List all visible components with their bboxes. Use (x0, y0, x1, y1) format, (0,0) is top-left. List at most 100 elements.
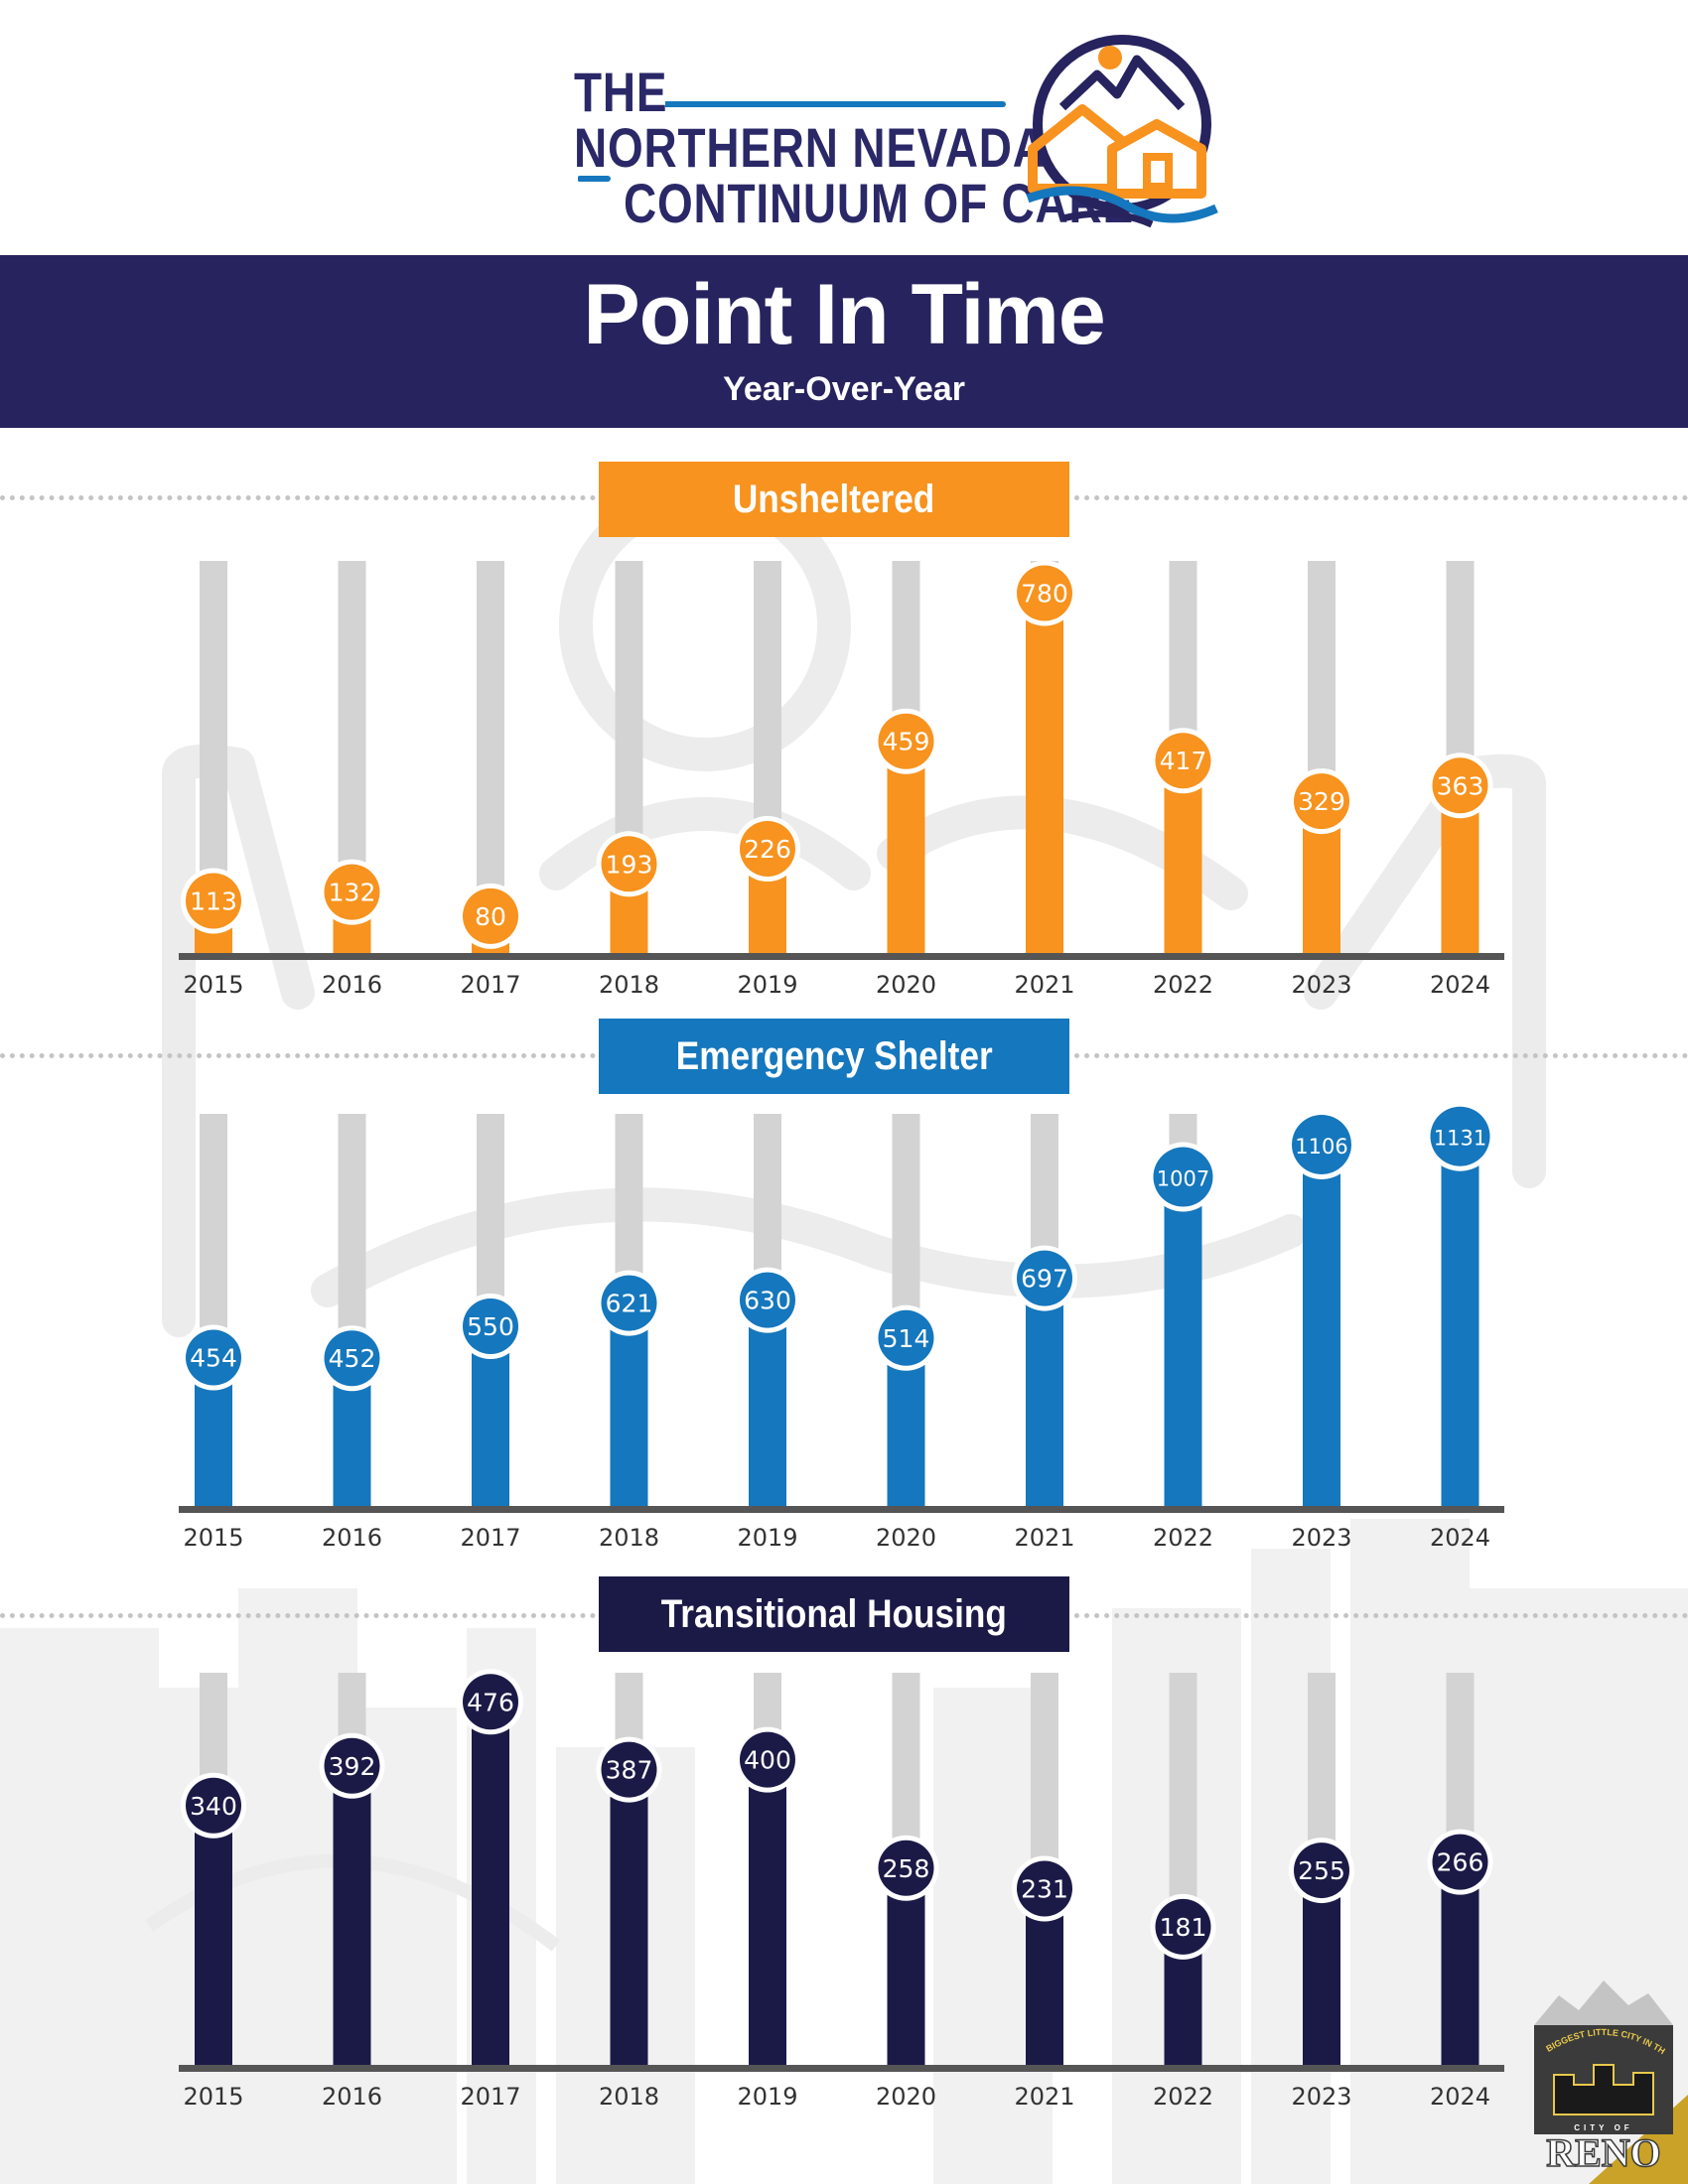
x-tick-2020: 2020 (876, 971, 936, 998)
x-tick-2018: 2018 (599, 971, 659, 998)
label-dot-2021 (1017, 1250, 1072, 1306)
x-tick-2023: 2023 (1291, 2083, 1351, 2110)
section-divider-right (1074, 1613, 1688, 1618)
x-tick-2023: 2023 (1291, 1524, 1351, 1551)
data-label-2019: 226 (744, 835, 791, 864)
x-tick-2017: 2017 (460, 971, 520, 998)
label-dot-2019 (740, 1272, 795, 1328)
label-dot-2016 (324, 864, 380, 920)
x-tick-2018: 2018 (599, 1524, 659, 1551)
bar-2024 (1441, 1861, 1479, 2065)
label-dot-2019 (740, 820, 795, 877)
chart-title-unsheltered: Unsheltered (599, 462, 1069, 537)
label-dot-2022 (1155, 733, 1211, 789)
x-tick-2020: 2020 (876, 1524, 936, 1551)
section-divider-right (1074, 1053, 1688, 1058)
emergency-shelter-chart: 454 2015 452 2016 550 2017 621 2018 630 2019 514 20… (179, 1101, 1504, 1551)
data-label-2023: 255 (1298, 1856, 1345, 1885)
data-label-2018: 621 (606, 1290, 653, 1318)
x-tick-2016: 2016 (322, 2083, 382, 2110)
section-divider-left (0, 1613, 596, 1618)
label-dot-2022 (1155, 1898, 1211, 1955)
houses-mountains-icon (1026, 35, 1218, 228)
x-tick-2021: 2021 (1014, 971, 1074, 998)
bar-2018 (610, 1769, 648, 2065)
bar-2019 (749, 1299, 786, 1506)
x-tick-2017: 2017 (460, 2083, 520, 2110)
label-dot-2018 (601, 1741, 657, 1798)
title-banner (0, 255, 1688, 428)
label-dot-2018 (601, 836, 657, 892)
label-dot-2022 (1153, 1147, 1213, 1207)
logo-line-1: THE (574, 61, 668, 123)
label-dot-2017 (463, 887, 518, 944)
x-axis-line (179, 953, 1504, 960)
data-label-2019: 630 (744, 1287, 791, 1315)
page-subtitle: Year-Over-Year (723, 370, 965, 408)
data-label-2020: 514 (883, 1324, 930, 1353)
data-label-2022: 417 (1160, 747, 1207, 775)
x-tick-2020: 2020 (876, 2083, 936, 2110)
label-dot-2021 (1017, 1860, 1072, 1917)
data-label-2016: 452 (329, 1344, 376, 1373)
label-dot-2016 (324, 1330, 380, 1387)
x-tick-2021: 2021 (1014, 1524, 1074, 1551)
label-dot-2020 (878, 1840, 934, 1896)
logo-rule-top (665, 101, 1006, 107)
x-tick-2024: 2024 (1430, 971, 1490, 998)
label-dot-2024 (1430, 1106, 1490, 1166)
x-tick-2016: 2016 (322, 971, 382, 998)
logo-line-2: NORTHERN NEVADA (574, 116, 1047, 179)
label-dot-2016 (324, 1737, 380, 1794)
label-dot-2023 (1292, 1114, 1351, 1174)
data-label-2015: 113 (190, 887, 237, 915)
label-dot-2021 (1017, 565, 1072, 621)
bar-2020 (887, 1867, 925, 2065)
x-tick-2019: 2019 (737, 2083, 797, 2110)
data-label-2015: 340 (190, 1792, 237, 1821)
label-dot-2015 (186, 1777, 241, 1834)
bar-2022 (1164, 1176, 1202, 1506)
section-divider-left (0, 1053, 596, 1058)
data-label-2022: 181 (1160, 1913, 1207, 1942)
data-label-2020: 459 (883, 728, 930, 756)
bar-2021 (1026, 593, 1063, 953)
label-dot-2020 (878, 1309, 934, 1366)
label-dot-2015 (186, 1329, 241, 1386)
bar-2023 (1303, 1144, 1340, 1506)
data-label-2016: 132 (329, 879, 376, 907)
label-dot-2024 (1432, 1834, 1488, 1890)
x-tick-2024: 2024 (1430, 1524, 1490, 1551)
unsheltered-chart: 113 2015 132 2016 80 2017 193 2018 226 2019 459 202… (179, 560, 1504, 998)
data-label-2016: 392 (329, 1752, 376, 1781)
bar-2017 (472, 1702, 509, 2065)
chart-title-transitional-housing: Transitional Housing (599, 1576, 1069, 1652)
data-label-2015: 454 (190, 1344, 237, 1373)
data-label-2017: 476 (467, 1688, 514, 1716)
x-tick-2022: 2022 (1153, 2083, 1213, 2110)
label-dot-2019 (740, 1731, 795, 1788)
bar-2016 (333, 1765, 371, 2065)
x-tick-2015: 2015 (183, 1524, 243, 1551)
section-divider-left (0, 495, 596, 500)
label-dot-2024 (1432, 757, 1488, 814)
data-label-2021: 780 (1021, 580, 1068, 609)
data-label-2019: 400 (744, 1746, 791, 1775)
label-dot-2017 (463, 1674, 518, 1730)
data-label-2017: 550 (467, 1312, 514, 1341)
bar-2020 (887, 741, 925, 953)
x-tick-2018: 2018 (599, 2083, 659, 2110)
x-axis-line (179, 2065, 1504, 2072)
data-label-2023: 329 (1298, 787, 1345, 816)
data-label-2021: 697 (1021, 1265, 1068, 1294)
reno-wordmark: RENO (1546, 2130, 1661, 2175)
bar-2018 (610, 1302, 648, 1506)
x-tick-2023: 2023 (1291, 971, 1351, 998)
x-tick-2021: 2021 (1014, 2083, 1074, 2110)
x-tick-2022: 2022 (1153, 971, 1213, 998)
reno-city-label: CITY OF (1574, 2123, 1632, 2132)
data-label-2024: 266 (1437, 1848, 1484, 1877)
x-axis-line (179, 1506, 1504, 1513)
data-label-2021: 231 (1021, 1875, 1068, 1904)
x-tick-2015: 2015 (183, 2083, 243, 2110)
